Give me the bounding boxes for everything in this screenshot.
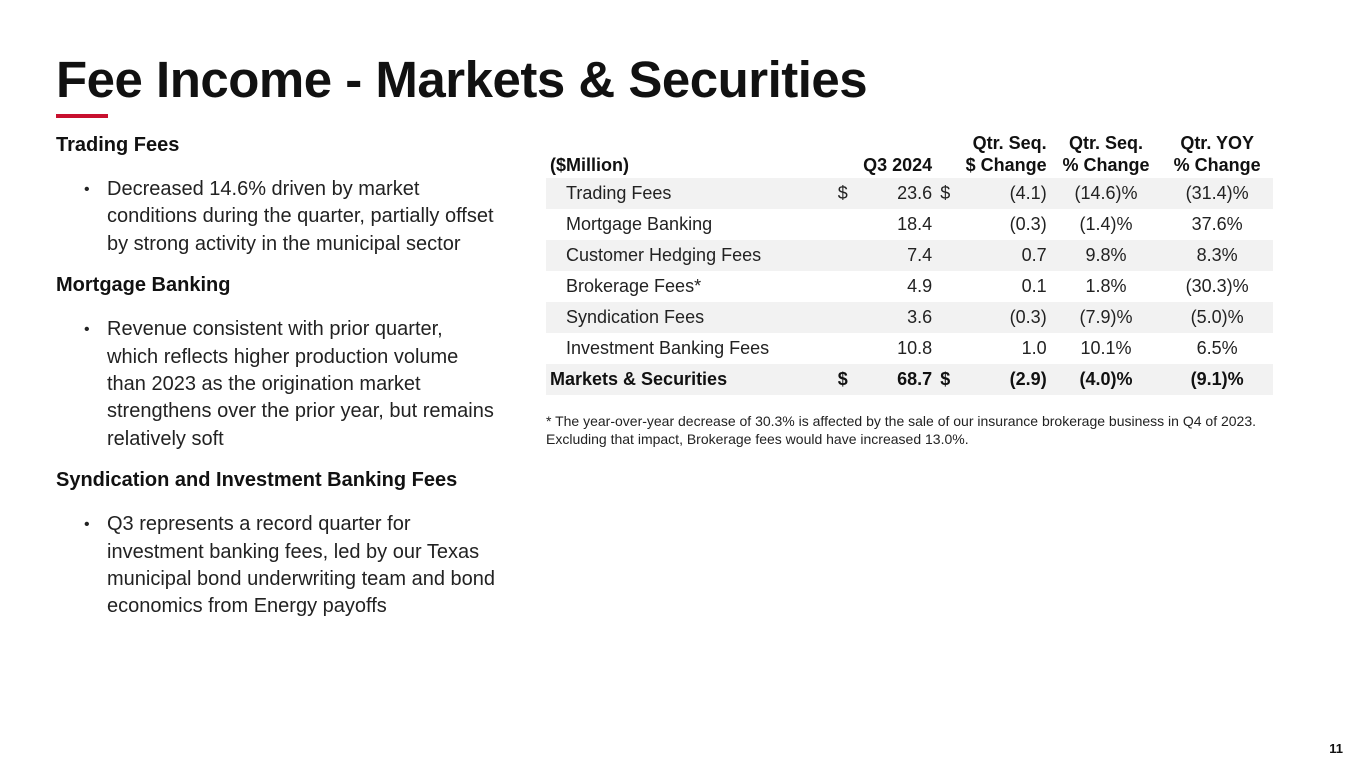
currency-symbol [936, 302, 959, 333]
row-label: Trading Fees [546, 178, 834, 209]
seq-pct-change: 10.1% [1080, 338, 1132, 358]
yoy-pct-change: (31.4)% [1161, 178, 1273, 209]
q3-value: 7.4 [855, 240, 937, 271]
currency-symbol: $ [833, 178, 856, 209]
q3-value: 3.6 [855, 302, 937, 333]
table-row: Investment Banking Fees 10.8 1.0 10.1% 6… [546, 333, 1273, 364]
currency-symbol: $ [833, 364, 856, 395]
bullet-text: Decreased 14.6% driven by market conditi… [107, 178, 494, 255]
header-line: Qtr. Seq. [1068, 133, 1144, 153]
seq-pct-change: (7.9)% [1050, 302, 1162, 333]
currency-symbol [834, 271, 856, 302]
yoy-pct-change: 6.5% [1196, 338, 1238, 358]
bullet-text: Revenue consistent with prior quarter, w… [107, 318, 494, 450]
currency-symbol [936, 240, 959, 271]
q3-value: 18.4 [897, 214, 933, 234]
seq-pct-change: (14.6)% [1050, 178, 1162, 209]
seq-pct-change: (4.0)% [1050, 364, 1162, 395]
table-row: Trading Fees $ 23.6 $ (4.1) (14.6)% (31.… [546, 178, 1273, 209]
table-total-row: Markets & Securities $ 68.7 $ (2.9) (4.0… [546, 364, 1273, 395]
section-mortgage-banking: Mortgage Banking • Revenue consistent wi… [56, 270, 496, 453]
seq-dollar-change: (0.3) [1009, 214, 1047, 234]
commentary-column: Trading Fees • Decreased 14.6% driven by… [56, 130, 496, 633]
bullet-icon: • [84, 516, 90, 534]
currency-symbol [936, 271, 958, 302]
header-q3: Q3 2024 [863, 155, 933, 175]
q3-value: 4.9 [907, 276, 933, 296]
header-line: % Change [1173, 155, 1261, 175]
table-header-row: ($Million) Q3 2024 Qtr. Seq. $ Change Qt… [546, 132, 1273, 178]
header-line: $ Change [965, 155, 1047, 175]
header-yoy: Qtr. YOY % Change [1161, 132, 1273, 178]
title-accent-rule [56, 114, 108, 118]
seq-pct-change: (1.4)% [1079, 214, 1133, 234]
yoy-pct-change: (30.3)% [1185, 276, 1249, 296]
currency-symbol [833, 302, 856, 333]
bullet-text: Q3 represents a record quarter for inves… [107, 513, 496, 618]
header-line: % Change [1062, 155, 1150, 175]
yoy-pct-change: 8.3% [1161, 240, 1273, 271]
header-line: Qtr. YOY [1180, 133, 1255, 153]
seq-dollar-change: (4.1) [958, 178, 1051, 209]
table-footnote: * The year-over-year decrease of 30.3% i… [546, 413, 1257, 447]
section-heading: Syndication and Investment Banking Fees [56, 469, 458, 492]
row-label: Syndication Fees [546, 302, 834, 333]
currency-symbol [834, 209, 856, 240]
row-label: Mortgage Banking [566, 214, 713, 234]
page-number: 11 [1329, 741, 1343, 756]
yoy-pct-change: (5.0)% [1161, 302, 1273, 333]
q3-value: 10.8 [897, 338, 933, 358]
seq-dollar-change: (2.9) [958, 364, 1051, 395]
header-seq-dollar: Qtr. Seq. $ Change [936, 132, 1050, 178]
seq-dollar-change: 0.1 [1021, 276, 1047, 296]
fee-income-table: ($Million) Q3 2024 Qtr. Seq. $ Change Qt… [546, 132, 1273, 395]
table-row: Customer Hedging Fees 7.4 0.7 9.8% 8.3% [546, 240, 1273, 271]
q3-value: 68.7 [855, 364, 937, 395]
row-label: Investment Banking Fees [566, 338, 770, 358]
row-label: Markets & Securities [546, 364, 834, 395]
table-row: Brokerage Fees* 4.9 0.1 1.8% (30.3)% [546, 271, 1273, 302]
row-label: Brokerage Fees* [566, 276, 702, 296]
section-heading: Trading Fees [56, 134, 180, 156]
seq-dollar-change: 1.0 [1021, 338, 1047, 358]
seq-pct-change: 1.8% [1085, 276, 1127, 296]
seq-pct-change: 9.8% [1050, 240, 1162, 271]
header-line: Qtr. Seq. [972, 133, 1047, 153]
currency-symbol [834, 333, 856, 364]
bullet-icon: • [84, 181, 90, 198]
header-label: ($Million) [550, 155, 629, 175]
yoy-pct-change: 37.6% [1191, 214, 1243, 234]
section-heading: Mortgage Banking [56, 274, 231, 297]
q3-value: 23.6 [855, 178, 937, 209]
section-trading-fees: Trading Fees • Decreased 14.6% driven by… [56, 130, 496, 258]
currency-symbol: $ [936, 178, 959, 209]
seq-dollar-change: (0.3) [958, 302, 1051, 333]
page-title: Fee Income - Markets & Securities [56, 51, 868, 108]
seq-dollar-change: 0.7 [958, 240, 1051, 271]
table-row: Mortgage Banking 18.4 (0.3) (1.4)% 37.6% [546, 209, 1273, 240]
bullet-item: • Revenue consistent with prior quarter,… [56, 316, 496, 453]
bullet-item: • Q3 represents a record quarter for inv… [56, 511, 496, 621]
bullet-icon: • [84, 321, 90, 339]
currency-symbol [833, 240, 856, 271]
header-seq-pct: Qtr. Seq. % Change [1051, 132, 1162, 178]
yoy-pct-change: (9.1)% [1161, 364, 1273, 395]
currency-symbol [936, 209, 958, 240]
row-label: Customer Hedging Fees [546, 240, 834, 271]
table-row: Syndication Fees 3.6 (0.3) (7.9)% (5.0)% [546, 302, 1273, 333]
bullet-item: • Decreased 14.6% driven by market condi… [56, 176, 496, 258]
section-syndication-ib: Syndication and Investment Banking Fees … [56, 465, 496, 621]
currency-symbol [936, 333, 958, 364]
currency-symbol: $ [936, 364, 959, 395]
